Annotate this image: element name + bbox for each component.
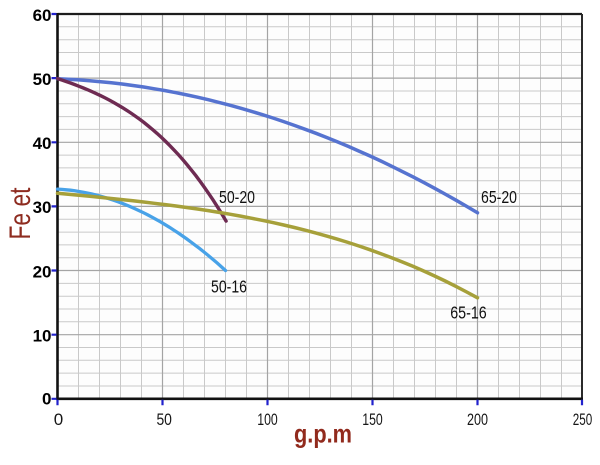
svg-text:40: 40 [33,134,52,153]
svg-text:Fe et: Fe et [4,187,37,239]
svg-text:100: 100 [257,410,278,429]
svg-text:65-16: 65-16 [450,302,487,322]
svg-text:250: 250 [573,410,593,429]
svg-text:20: 20 [33,262,52,281]
svg-text:0: 0 [54,410,63,429]
svg-text:200: 200 [467,410,488,429]
svg-text:150: 150 [362,410,383,429]
svg-text:0: 0 [42,390,51,409]
svg-text:60: 60 [33,6,52,25]
svg-text:50: 50 [33,70,52,89]
svg-text:10: 10 [33,327,52,346]
svg-text:50-20: 50-20 [219,187,255,207]
svg-text:50: 50 [156,410,172,429]
svg-text:30: 30 [33,198,52,217]
svg-text:g.p.m: g.p.m [294,419,352,449]
svg-text:65-20: 65-20 [481,187,517,207]
svg-text:50-16: 50-16 [211,276,247,296]
